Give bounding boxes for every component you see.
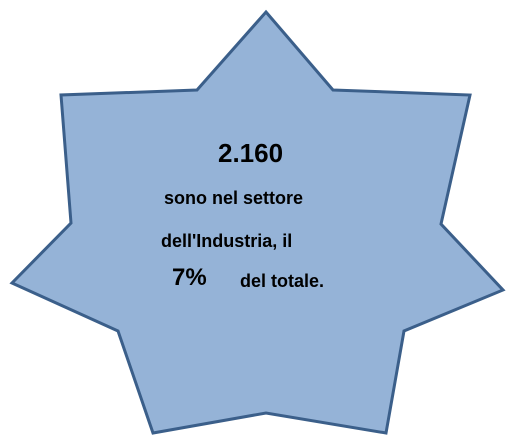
- percentage-value: 7%: [172, 264, 207, 291]
- star-shape: [9, 9, 506, 435]
- badge-text: 2.160 sono nel settore dell'Industria, i…: [130, 138, 410, 308]
- industry-line: dell'Industria, il: [161, 231, 293, 251]
- sector-line: sono nel settore: [164, 188, 304, 208]
- total-line: del totale.: [240, 271, 325, 291]
- headline-number: 2.160: [218, 138, 284, 168]
